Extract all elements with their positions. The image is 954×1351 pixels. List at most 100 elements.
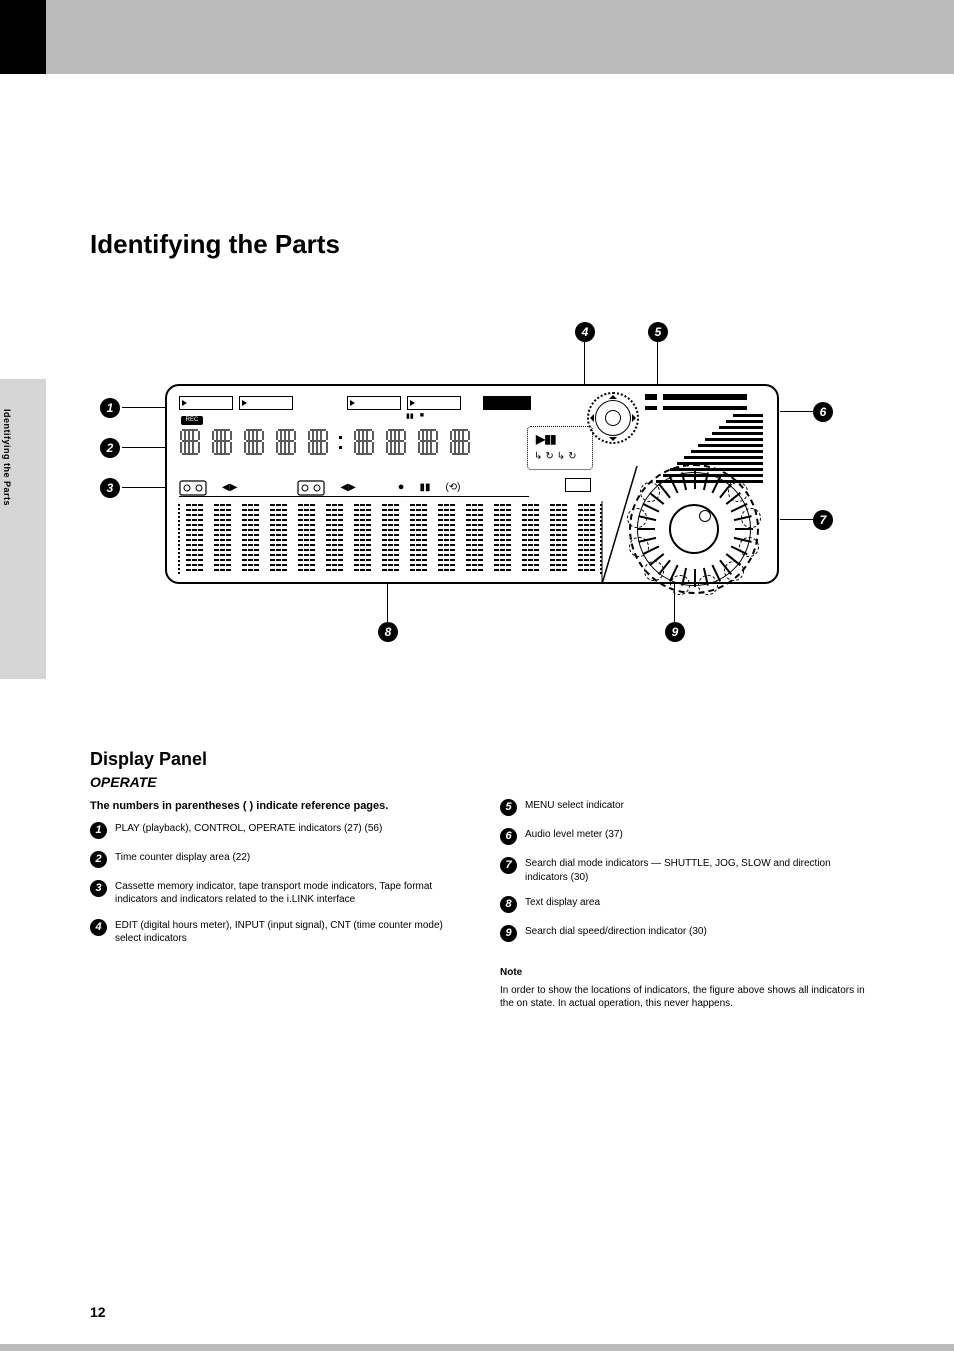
dot-column (466, 504, 483, 574)
note-block: Note In order to show the locations of i… (500, 966, 870, 1011)
play-tab (407, 396, 461, 410)
callout-6: 6 (813, 402, 833, 422)
small-indicator-box (565, 478, 591, 492)
callout-1: 1 (100, 398, 120, 418)
side-tab: Identifying the Parts (0, 379, 46, 679)
seven-seg-digit (307, 428, 329, 456)
subsection-title: Display Panel (90, 749, 207, 770)
pause-stop-icons: ▮▮ ■ (406, 412, 424, 420)
shuttle-crescent (627, 508, 647, 528)
time-colon (339, 428, 343, 456)
legend-number: 1 (90, 822, 107, 839)
black-indicator (483, 396, 531, 410)
legend-text: Time counter display area (22) (115, 851, 460, 868)
note-body: In order to show the locations of indica… (500, 984, 870, 1011)
legend-text: Search dial speed/direction indicator (3… (525, 925, 870, 942)
legend-number: 4 (90, 919, 107, 936)
meter-step (726, 420, 763, 423)
shuttle-crescent (670, 575, 690, 595)
lead-5 (657, 342, 658, 387)
callout-3: 3 (100, 478, 120, 498)
arrow-icon: ↳ (557, 451, 565, 462)
tab-gap (299, 396, 341, 410)
dot-column (438, 504, 455, 574)
callout-9: 9 (665, 622, 685, 642)
dot-column (410, 504, 427, 574)
dot-column (522, 504, 539, 574)
lead-7 (780, 519, 813, 520)
legend-item: 4EDIT (digital hours meter), INPUT (inpu… (90, 919, 460, 946)
callout-8: 8 (378, 622, 398, 642)
play-pause-panel: ▶▮▮ ↳ ↻ ↳ ↻ (527, 426, 593, 470)
legend-item: 3Cassette memory indicator, tape transpo… (90, 880, 460, 907)
meter-step (691, 450, 763, 453)
legend-item: 6 Audio level meter (37) (500, 828, 870, 845)
direction-arrows: ↳ ↻ ↳ ↻ (534, 451, 577, 462)
play-tabs-row (179, 396, 531, 410)
arrow-icon: ↻ (568, 451, 576, 462)
section-title: Identifying the Parts (90, 229, 340, 260)
legend-text: Audio level meter (37) (525, 828, 870, 845)
cassette-row: ◀▶ ◀▶ ● ▮▮ (⟲) (179, 478, 461, 496)
legend-text: Text display area (525, 896, 870, 913)
meter-step (684, 456, 763, 459)
seven-seg-digit (385, 428, 407, 456)
dot-columns (186, 504, 595, 574)
tab-gap (467, 396, 477, 410)
callout-7: 7 (813, 510, 833, 530)
meter-step (705, 438, 763, 441)
lead-8 (387, 584, 388, 624)
legend-number: 9 (500, 925, 517, 942)
meter-step (719, 426, 763, 429)
shuttle-crescent (698, 575, 718, 595)
pause-icon: ▮▮ (406, 412, 414, 420)
meter-step (698, 444, 763, 447)
arrow-icon: ↳ (534, 451, 542, 462)
dot-column (550, 504, 567, 574)
dot-matrix-area (178, 504, 602, 574)
legend-number: 3 (90, 880, 107, 897)
legend-item: 9 Search dial speed/direction indicator (… (500, 925, 870, 942)
shuttle-crescent (739, 537, 759, 557)
shuttle-dial (629, 464, 759, 594)
play-pause-icon: ▶▮▮ (536, 432, 555, 446)
legend-col-left: The numbers in parentheses ( ) indicate … (90, 799, 460, 1011)
legend-text: MENU select indicator (525, 799, 870, 816)
legend-col-right: 5MENU select indicator6Audio level meter… (500, 799, 870, 1011)
play-tab (179, 396, 233, 410)
callout-4: 4 (575, 322, 595, 342)
seven-seg-digit (449, 428, 471, 456)
record-dot-icon: ● (398, 481, 405, 493)
dot-column (270, 504, 287, 574)
callout-2: 2 (100, 438, 120, 458)
dot-column (354, 504, 371, 574)
note-heading: Note (500, 966, 870, 980)
legend-number: 8 (500, 896, 517, 913)
page-number: 12 (90, 1304, 106, 1320)
shuttle-crescent (741, 508, 761, 528)
seven-seg-digit (275, 428, 297, 456)
shuttle-crescent (640, 482, 660, 502)
seven-seg-digit (179, 428, 201, 456)
menu-compass (587, 392, 639, 444)
arrow-icon: ↻ (545, 451, 553, 462)
repeat-icon: (⟲) (445, 482, 460, 493)
lead-1 (122, 407, 168, 408)
amp-row (179, 428, 471, 456)
dot-column (326, 504, 343, 574)
shuttle-crescent (629, 537, 649, 557)
legend-item: 7Search dial mode indicators — SHUTTLE, … (500, 857, 870, 884)
side-tab-label: Identifying the Parts (2, 409, 12, 506)
cassette-icon (297, 478, 325, 496)
cassette-icon (179, 478, 207, 496)
seven-seg-digit (211, 428, 233, 456)
pause-icon: ▮▮ (419, 482, 430, 493)
legend-item: 8 Text display area (500, 896, 870, 913)
callout-5: 5 (648, 322, 668, 342)
lead-3 (122, 487, 168, 488)
dot-column (242, 504, 259, 574)
legend-number: 6 (500, 828, 517, 845)
rec-badge: REC (181, 416, 203, 425)
cue-icon: ◀▶ (340, 482, 355, 493)
seven-seg-digit (417, 428, 439, 456)
